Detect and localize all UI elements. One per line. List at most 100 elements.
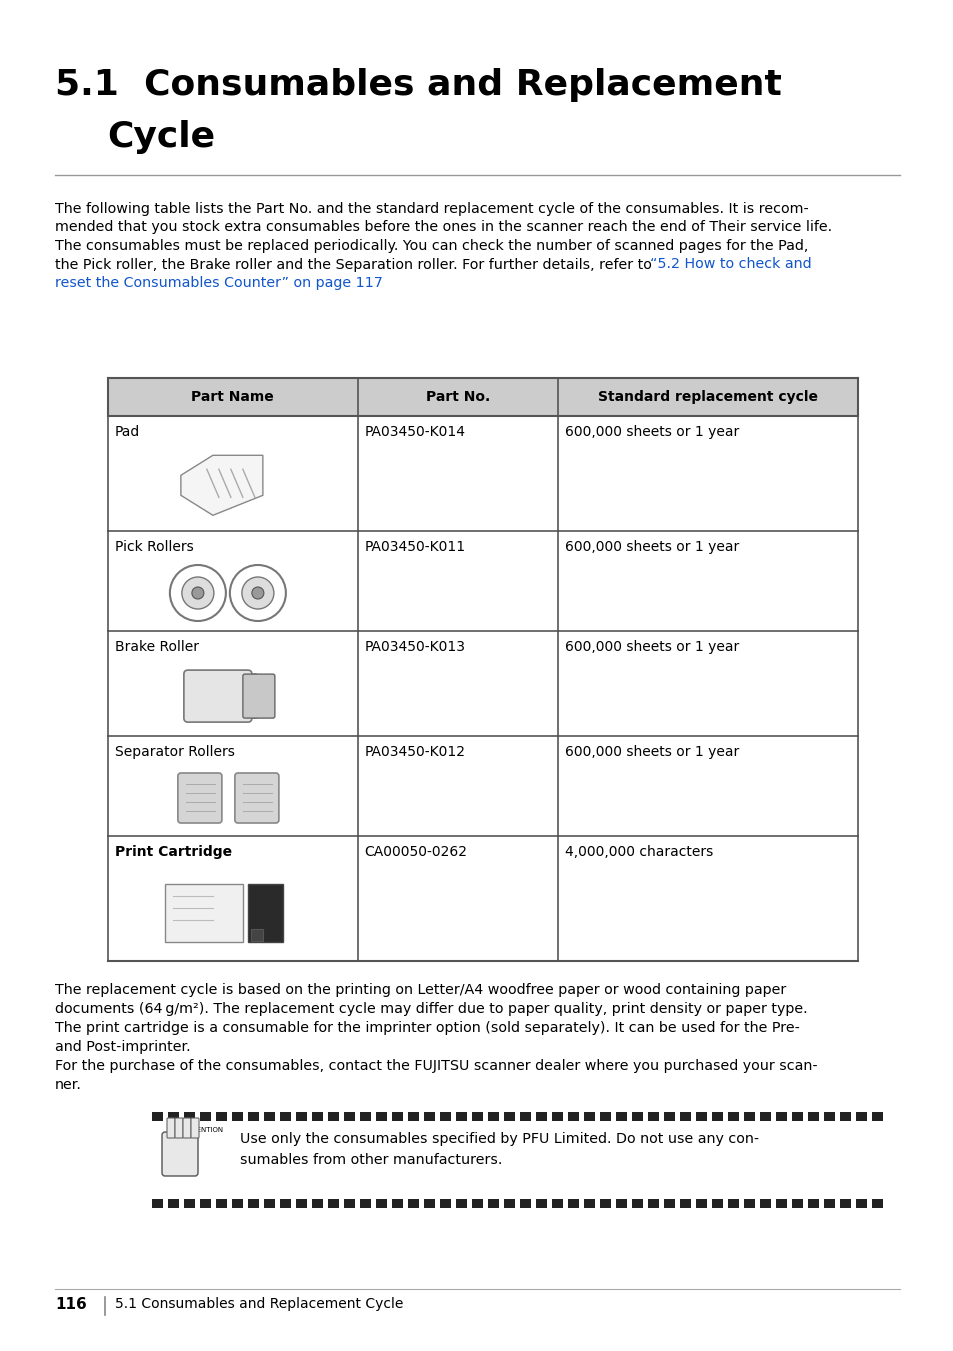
Bar [616,1198,626,1208]
Bar [312,1198,323,1208]
Text: The print cartridge is a consumable for the imprinter option (sold separately). : The print cartridge is a consumable for … [55,1021,799,1035]
Text: Part Name: Part Name [192,390,274,404]
Bar [791,1198,802,1208]
Bar [312,1112,323,1121]
Bar [519,1198,531,1208]
Text: Use only the consumables specified by PFU Limited. Do not use any con-
sumables : Use only the consumables specified by PF… [240,1132,759,1167]
Bar [108,736,857,836]
Bar [248,1112,258,1121]
Bar [616,1112,626,1121]
Bar [711,1198,722,1208]
Bar [251,928,263,940]
Bar [823,1112,834,1121]
Bar [248,1198,258,1208]
Text: PA03450-K012: PA03450-K012 [364,744,465,759]
Bar [679,1198,690,1208]
Bar [423,1112,435,1121]
Bar [108,836,857,961]
Bar [855,1198,866,1208]
Text: 116: 116 [55,1297,87,1312]
Text: Brake Roller: Brake Roller [115,640,199,654]
Text: 600,000 sheets or 1 year: 600,000 sheets or 1 year [564,744,739,759]
Bar [423,1198,435,1208]
Bar [168,1198,179,1208]
Bar [760,1112,770,1121]
Bar [248,884,283,942]
Bar [743,1198,754,1208]
FancyBboxPatch shape [234,773,278,823]
Bar [280,1112,291,1121]
Bar [108,631,857,736]
Text: Pad: Pad [115,426,140,439]
Bar [328,1198,338,1208]
Ellipse shape [244,674,266,719]
Bar [519,1112,531,1121]
Bar [264,1198,274,1208]
Bar [392,1112,402,1121]
Text: Cycle: Cycle [107,120,214,154]
FancyBboxPatch shape [162,1132,198,1175]
Circle shape [192,586,204,598]
Polygon shape [181,455,263,515]
Bar [663,1112,675,1121]
Bar [807,1112,818,1121]
Bar [711,1112,722,1121]
FancyBboxPatch shape [183,1119,191,1138]
Bar [567,1112,578,1121]
FancyBboxPatch shape [174,1119,183,1138]
Text: The consumables must be replaced periodically. You can check the number of scann: The consumables must be replaced periodi… [55,239,807,253]
Bar [344,1112,355,1121]
Text: PA03450-K014: PA03450-K014 [364,426,465,439]
Bar [108,531,857,631]
Text: Pick Rollers: Pick Rollers [115,540,193,554]
Bar [359,1112,371,1121]
FancyBboxPatch shape [184,670,252,721]
Bar [663,1198,675,1208]
Bar [184,1198,194,1208]
Bar [488,1112,498,1121]
Bar [727,1198,739,1208]
Bar [439,1198,451,1208]
Bar [775,1112,786,1121]
Text: ATTENTION: ATTENTION [185,1127,224,1133]
Bar [200,1112,211,1121]
Bar [375,1112,387,1121]
Bar [232,1198,243,1208]
Circle shape [182,577,213,609]
Bar [200,1198,211,1208]
Bar [295,1198,307,1208]
Bar [439,1112,451,1121]
Bar [647,1198,659,1208]
Bar [295,1112,307,1121]
FancyBboxPatch shape [167,1119,174,1138]
Bar [599,1112,610,1121]
Bar [503,1112,515,1121]
Bar [359,1198,371,1208]
Bar [743,1112,754,1121]
Bar [472,1112,482,1121]
Bar [108,416,857,531]
Text: 5.1  Consumables and Replacement: 5.1 Consumables and Replacement [55,68,781,101]
Bar [108,378,857,416]
Text: PA03450-K011: PA03450-K011 [364,540,465,554]
Bar [840,1198,850,1208]
Bar [488,1198,498,1208]
Bar [472,1198,482,1208]
Text: 600,000 sheets or 1 year: 600,000 sheets or 1 year [564,426,739,439]
Bar [408,1112,418,1121]
FancyBboxPatch shape [177,773,222,823]
Bar [503,1198,515,1208]
Bar [647,1112,659,1121]
Bar [727,1112,739,1121]
Bar [791,1112,802,1121]
Bar [552,1112,562,1121]
Bar [567,1198,578,1208]
Text: Part No.: Part No. [425,390,490,404]
Text: “5.2 How to check and: “5.2 How to check and [649,258,811,272]
Bar [184,1112,194,1121]
Text: Separator Rollers: Separator Rollers [115,744,234,759]
Bar [760,1198,770,1208]
Bar [215,1112,227,1121]
Bar [552,1198,562,1208]
Bar [344,1198,355,1208]
